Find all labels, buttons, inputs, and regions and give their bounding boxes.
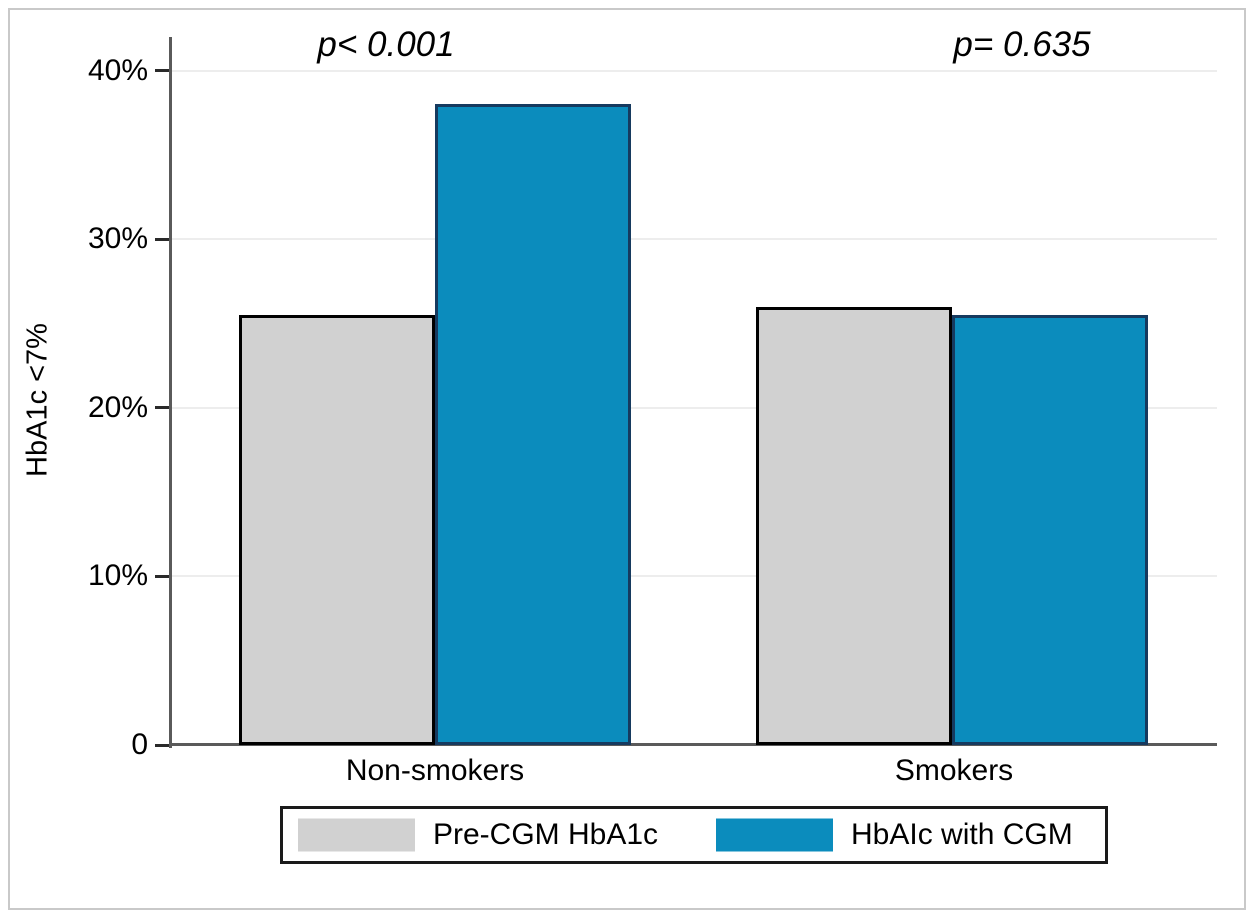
y-tick-label: 10%	[87, 559, 148, 593]
p-value-annotation-smokers: p= 0.635	[953, 25, 1091, 64]
y-tick-label: 20%	[87, 390, 148, 424]
y-tick-label: 30%	[87, 222, 148, 256]
y-axis-tick	[155, 69, 169, 73]
gridline	[172, 575, 1217, 578]
category-label-non-smokers: Non-smokers	[345, 754, 525, 787]
legend-label-pre-cgm: Pre-CGM HbA1c	[433, 818, 659, 851]
gridline	[172, 238, 1217, 241]
gridline	[172, 69, 1217, 72]
bar-hbaic-with-cgm-non-smokers	[435, 104, 631, 745]
bar-hbaic-with-cgm-smokers	[952, 315, 1148, 745]
p-value-annotation-non-smokers: p< 0.001	[317, 25, 455, 64]
y-tick-label: 0	[131, 728, 148, 761]
y-axis-tick	[155, 743, 169, 747]
legend-swatch-pre-cgm	[298, 818, 415, 852]
gridline	[172, 406, 1217, 409]
legend-swatch-cgm	[716, 818, 833, 852]
bar-pre-cgm-hba1c-non-smokers	[239, 315, 435, 745]
bar-pre-cgm-hba1c-smokers	[756, 307, 952, 745]
legend: Pre-CGM HbA1c HbAIc with CGM	[280, 806, 1108, 864]
y-axis-tick	[155, 237, 169, 241]
y-tick-label: 40%	[87, 53, 148, 87]
x-axis-line	[169, 743, 1217, 746]
y-axis-tick	[155, 574, 169, 578]
category-label-smokers: Smokers	[894, 754, 1014, 787]
y-axis-tick	[155, 406, 169, 410]
legend-label-cgm: HbAIc with CGM	[851, 818, 1073, 851]
y-axis-line	[169, 37, 172, 748]
plot-area: p< 0.001 p= 0.635 Non-smokers Smokers 0 1…	[88, 25, 1217, 787]
